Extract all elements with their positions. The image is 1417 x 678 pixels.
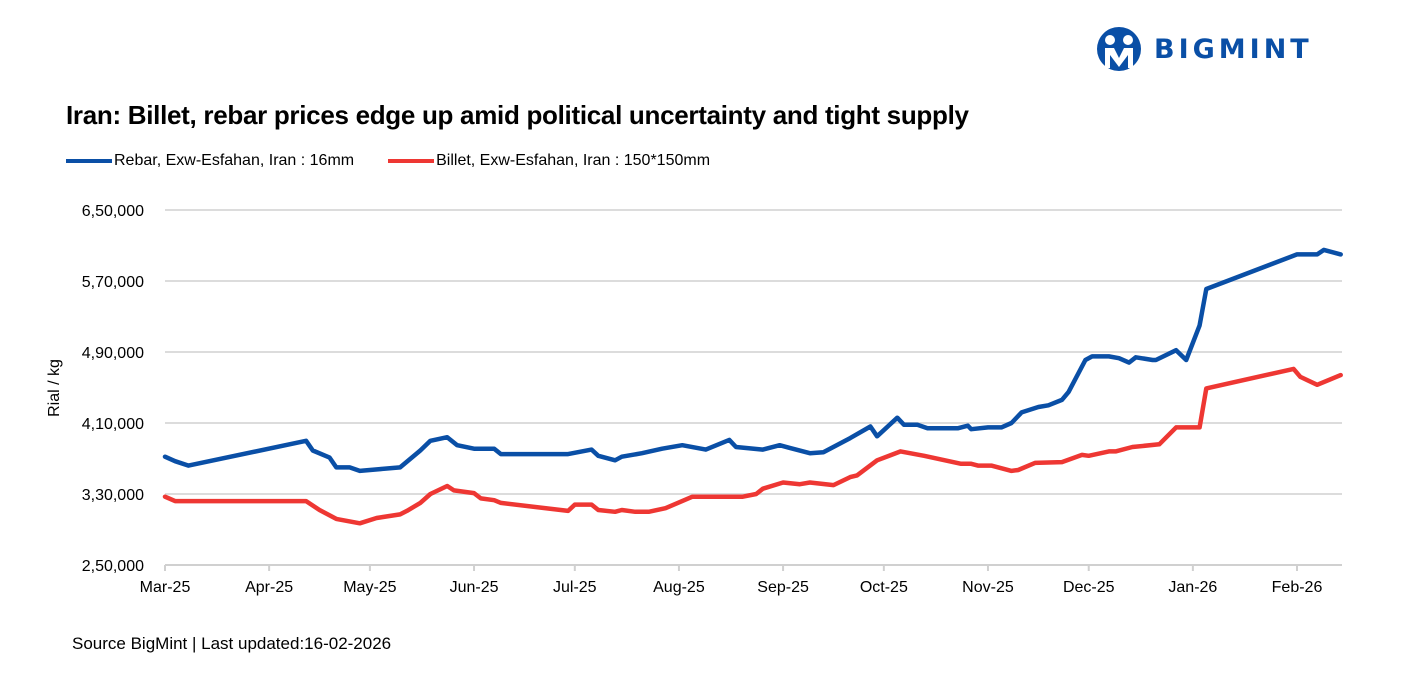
- x-tick-label: Apr-25: [245, 579, 293, 596]
- x-tick-label: Aug-25: [653, 579, 705, 596]
- legend-item-rebar: Rebar, Exw-Esfahan, Iran : 16mm: [66, 152, 354, 170]
- rebar-series-line: [162, 247, 1343, 474]
- y-tick-label: 3,30,000: [82, 487, 144, 504]
- logo-text: BIGMINT: [1154, 33, 1313, 65]
- legend-label-rebar: Rebar, Exw-Esfahan, Iran : 16mm: [114, 152, 355, 169]
- y-tick-label: 5,70,000: [82, 274, 144, 291]
- bigmint-logo-icon: [1097, 27, 1141, 71]
- legend: Rebar, Exw-Esfahan, Iran : 16mm Billet, …: [66, 152, 744, 170]
- y-tick-label: 2,50,000: [82, 558, 144, 575]
- legend-label-billet: Billet, Exw-Esfahan, Iran : 150*150mm: [436, 152, 711, 169]
- x-tick-label: Feb-26: [1272, 579, 1323, 596]
- source-note: Source BigMint | Last updated:16-02-2026: [72, 634, 392, 653]
- x-tick-label: Jan-26: [1168, 579, 1217, 596]
- chart-title: Iran: Billet, rebar prices edge up amid …: [66, 100, 969, 130]
- x-tick-label: Nov-25: [962, 579, 1014, 596]
- x-tick-label: Dec-25: [1063, 579, 1115, 596]
- x-tick-label: Sep-25: [757, 579, 809, 596]
- x-tick-label: Mar-25: [140, 579, 191, 596]
- y-axis-label: Rial / kg: [46, 359, 63, 417]
- legend-swatch-rebar: [66, 159, 112, 163]
- x-tick-label: Jun-25: [450, 579, 499, 596]
- x-tick-label: May-25: [343, 579, 396, 596]
- legend-swatch-billet: [388, 159, 435, 163]
- y-tick-label: 4,10,000: [82, 416, 144, 433]
- y-tick-label: 6,50,000: [82, 203, 144, 220]
- legend-item-billet: Billet, Exw-Esfahan, Iran : 150*150mm: [388, 152, 710, 170]
- bigmint-logo: BIGMINT: [1096, 26, 1313, 72]
- billet-series-line: [162, 366, 1343, 526]
- x-tick-label: Oct-25: [860, 579, 908, 596]
- y-tick-label: 4,90,000: [82, 345, 144, 362]
- x-tick-label: Jul-25: [553, 579, 597, 596]
